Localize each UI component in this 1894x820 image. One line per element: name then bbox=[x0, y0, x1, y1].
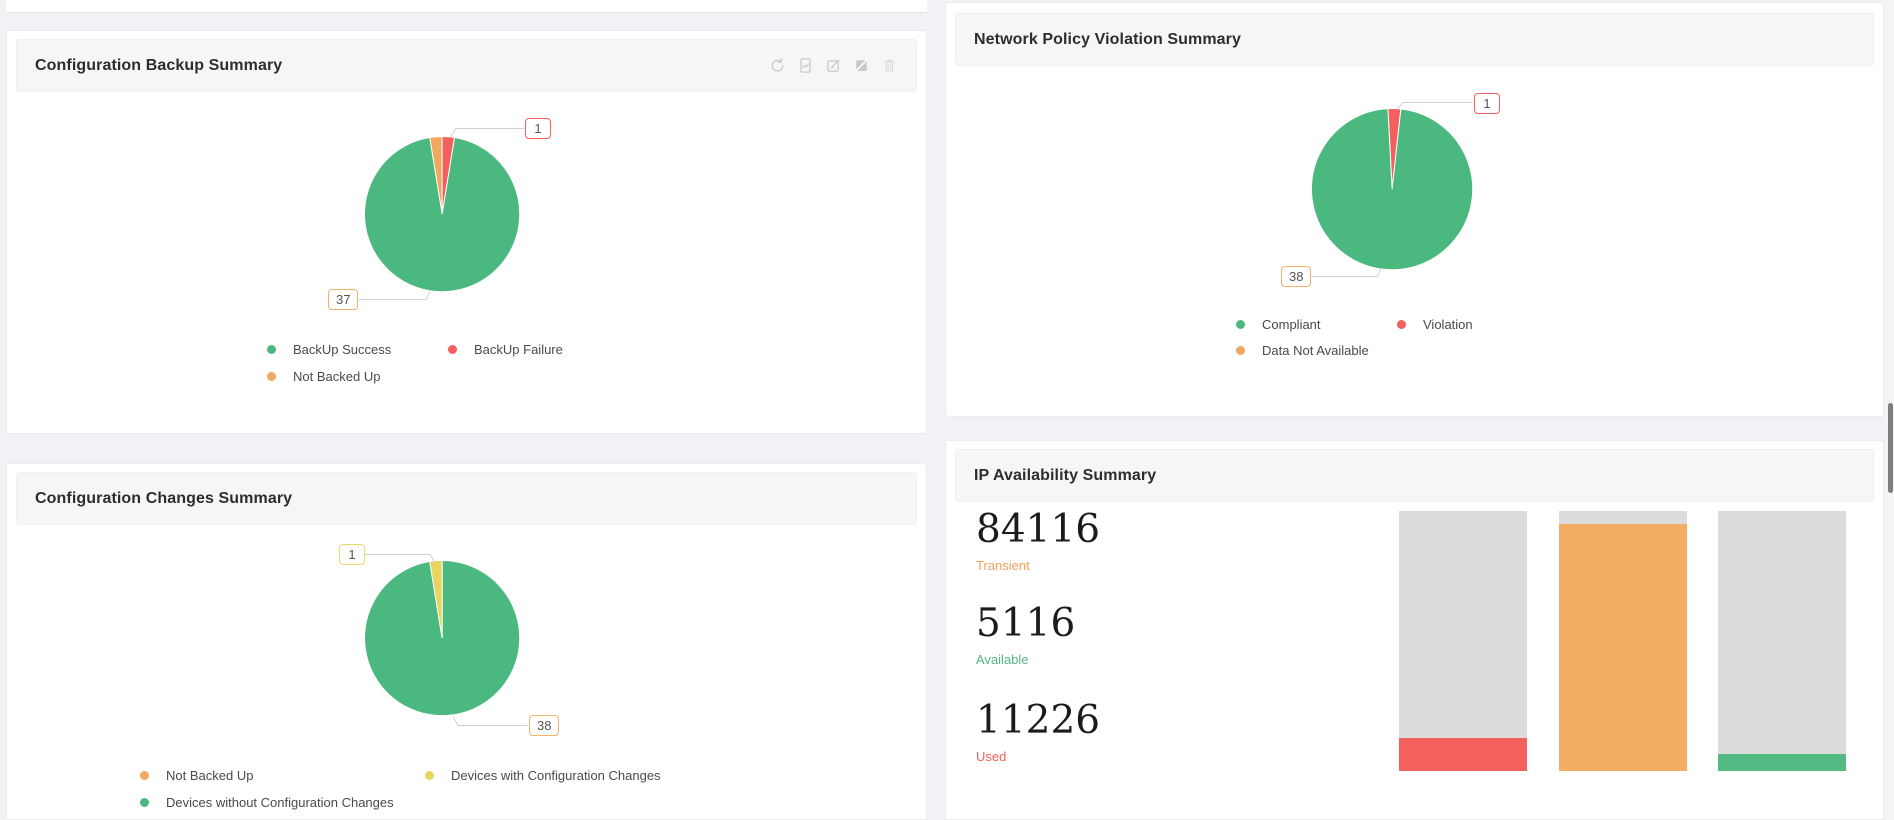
panel-above-bottom-edge bbox=[6, 0, 927, 13]
pie-value-callout: 1 bbox=[339, 544, 365, 565]
stat-available: 5116 Available bbox=[976, 601, 1075, 667]
refresh-icon[interactable] bbox=[769, 57, 786, 74]
legend-label: Compliant bbox=[1262, 316, 1321, 332]
widget-header: Configuration Backup Summary bbox=[16, 39, 917, 92]
pie-chart-network-policy[interactable] bbox=[946, 3, 1883, 416]
legend-label: Violation bbox=[1423, 316, 1473, 332]
pie-value-callout: 1 bbox=[525, 118, 551, 139]
pie-slice[interactable] bbox=[1311, 108, 1474, 271]
legend-label: Not Backed Up bbox=[293, 368, 381, 384]
bar-transient[interactable] bbox=[1559, 511, 1687, 771]
stat-label: Used bbox=[976, 749, 1007, 764]
widget-title: Configuration Changes Summary bbox=[35, 489, 293, 507]
widget-title: Configuration Backup Summary bbox=[35, 56, 283, 74]
bar-transient-fill bbox=[1559, 524, 1687, 771]
bar-available[interactable] bbox=[1718, 511, 1846, 771]
pie-value-callout: 38 bbox=[1281, 266, 1312, 287]
legend-label: Not Backed Up bbox=[166, 767, 254, 783]
edit-icon[interactable] bbox=[825, 57, 842, 74]
legend-item-data-not-available[interactable]: Data Not Available bbox=[1236, 341, 1369, 359]
stat-used: 11226 Used bbox=[976, 698, 1100, 764]
legend-item-devices-with-changes[interactable]: Devices with Configuration Changes bbox=[425, 766, 661, 784]
legend-dot bbox=[448, 344, 457, 354]
stat-value: 84116 bbox=[976, 507, 1101, 552]
pie-value-callout: 37 bbox=[328, 289, 359, 310]
legend-item-backup-failure[interactable]: BackUp Failure bbox=[448, 340, 563, 358]
pie-value-callout: 38 bbox=[529, 715, 560, 736]
legend-item-backup-success[interactable]: BackUp Success bbox=[267, 340, 391, 358]
pie-chart-configuration-changes[interactable] bbox=[7, 464, 926, 819]
legend-dot bbox=[1236, 319, 1245, 329]
legend-label: Data Not Available bbox=[1262, 342, 1369, 358]
diagonal-square-icon[interactable] bbox=[853, 57, 870, 74]
widget-header: IP Availability Summary bbox=[955, 449, 1874, 502]
scrollbar-thumb[interactable] bbox=[1888, 403, 1893, 493]
bar-used-fill bbox=[1399, 737, 1527, 771]
legend-dot bbox=[1236, 345, 1245, 355]
legend-dot bbox=[425, 770, 434, 780]
legend-dot bbox=[1397, 319, 1406, 329]
legend-dot bbox=[140, 770, 149, 780]
legend-label: BackUp Success bbox=[293, 341, 392, 357]
report-icon[interactable] bbox=[797, 57, 814, 74]
panel-configuration-changes-summary: Configuration Changes Summary 1 38 Not B… bbox=[6, 463, 927, 820]
legend-item-violation[interactable]: Violation bbox=[1397, 315, 1473, 333]
delete-icon[interactable] bbox=[881, 57, 898, 74]
pie-slice[interactable] bbox=[429, 559, 443, 639]
legend-item-devices-without-changes[interactable]: Devices without Configuration Changes bbox=[140, 793, 394, 811]
legend-dot bbox=[140, 797, 149, 807]
legend-item-not-backed-up[interactable]: Not Backed Up bbox=[140, 766, 253, 784]
legend-label: BackUp Failure bbox=[474, 341, 563, 357]
widget-header: Configuration Changes Summary bbox=[16, 472, 917, 525]
legend-label: Devices with Configuration Changes bbox=[451, 767, 661, 783]
legend-label: Devices without Configuration Changes bbox=[166, 794, 394, 810]
panel-ip-availability-summary: IP Availability Summary 84116 Transient … bbox=[945, 440, 1884, 820]
stat-label: Transient bbox=[976, 558, 1030, 573]
widget-toolbar bbox=[769, 57, 898, 74]
pie-value-callout: 1 bbox=[1474, 93, 1500, 114]
stat-value: 5116 bbox=[976, 601, 1076, 646]
bar-used[interactable] bbox=[1399, 511, 1527, 771]
legend-dot bbox=[267, 371, 276, 381]
pie-slice[interactable] bbox=[364, 136, 521, 293]
widget-header: Network Policy Violation Summary bbox=[955, 13, 1874, 66]
stat-transient: 84116 Transient bbox=[976, 507, 1100, 573]
widget-title: Network Policy Violation Summary bbox=[974, 30, 1241, 48]
panel-network-policy-violation-summary: Network Policy Violation Summary 1 38 Co… bbox=[945, 2, 1884, 417]
bar-available-fill bbox=[1718, 754, 1846, 771]
panel-configuration-backup-summary: Configuration Backup Summary bbox=[6, 30, 927, 434]
stat-value: 11226 bbox=[976, 698, 1101, 743]
legend-item-not-backed-up[interactable]: Not Backed Up bbox=[267, 367, 380, 385]
legend-item-compliant[interactable]: Compliant bbox=[1236, 315, 1321, 333]
scrollbar-track[interactable] bbox=[1884, 0, 1894, 820]
stat-label: Available bbox=[976, 652, 1029, 667]
widget-title: IP Availability Summary bbox=[974, 466, 1157, 484]
legend-dot bbox=[267, 344, 276, 354]
pie-chart-configuration-backup[interactable] bbox=[7, 31, 926, 433]
